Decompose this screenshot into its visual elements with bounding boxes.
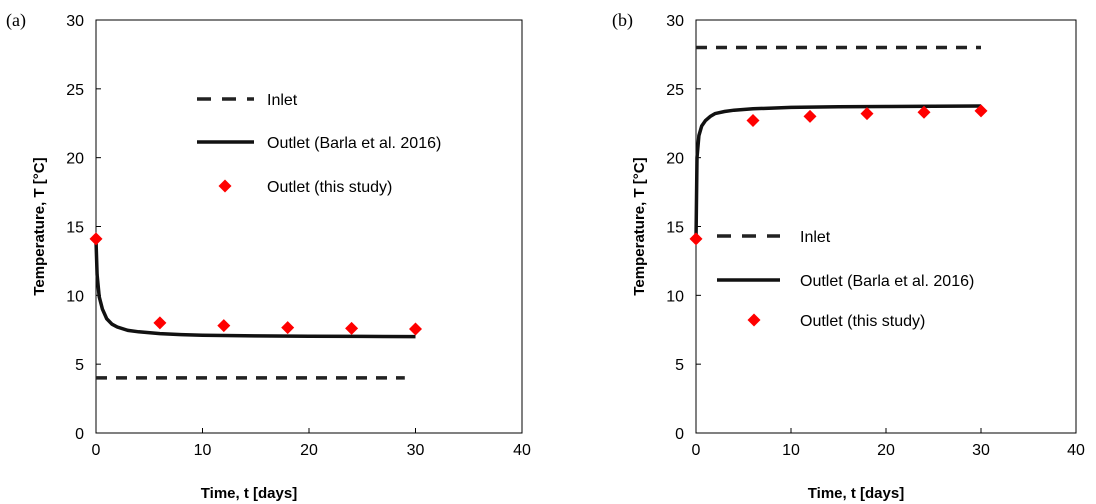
marker-point-b-5 [974, 104, 988, 118]
legend-marker-b-2 [747, 313, 761, 327]
series-b-1-line [694, 104, 982, 241]
marker-point-b-2 [803, 109, 817, 123]
marker-point-a-1 [153, 316, 167, 330]
marker-point-b-0 [689, 232, 703, 246]
plot-frame-b [695, 19, 1077, 434]
y-tick-label-a-1: 5 [75, 357, 84, 374]
marker-point-b-1 [746, 113, 760, 127]
y-tick-label-b-2: 10 [666, 288, 684, 305]
y-tick-label-a-6: 30 [66, 13, 84, 30]
y-tick-label-a-5: 25 [66, 82, 84, 99]
legend-label-a-0: Inlet [267, 92, 298, 109]
x-tick-label-b-1: 10 [782, 442, 800, 459]
y-tick-label-a-2: 10 [66, 288, 84, 305]
marker-point-a-0 [89, 232, 103, 246]
y-tick-label-a-0: 0 [75, 426, 84, 443]
legend-label-b-1: Outlet (Barla et al. 2016) [800, 273, 974, 290]
panel-label-a: (a) [6, 10, 26, 30]
marker-point-b-3 [860, 107, 874, 121]
marker-point-a-3 [281, 321, 295, 335]
y-tick-label-b-0: 0 [675, 426, 684, 443]
marker-point-b-4 [917, 105, 931, 119]
y-tick-label-b-1: 5 [675, 357, 684, 374]
marker-point-a-5 [409, 322, 422, 336]
x-tick-label-b-4: 40 [1067, 442, 1085, 459]
marker-point-a-2 [217, 319, 231, 333]
x-tick-label-b-2: 20 [877, 442, 895, 459]
x-tick-label-a-2: 20 [300, 442, 318, 459]
series-a-1-line [94, 240, 416, 339]
x-axis-title-b: Time, t [days] [808, 485, 904, 502]
legend-label-b-2: Outlet (this study) [800, 313, 925, 330]
x-tick-label-b-3: 30 [972, 442, 990, 459]
legend-marker-a-2 [218, 179, 232, 193]
plot-frame-a [95, 19, 523, 434]
legend-label-a-1: Outlet (Barla et al. 2016) [267, 135, 441, 152]
x-tick-label-a-3: 30 [407, 442, 425, 459]
marker-point-a-4 [345, 321, 359, 335]
legend-label-a-2: Outlet (this study) [267, 179, 392, 196]
y-tick-label-a-3: 15 [66, 220, 84, 237]
panel-label-b: (b) [612, 10, 633, 30]
legend-label-b-0: Inlet [800, 229, 831, 246]
y-axis-title-b: Temperature, T [°C] [631, 157, 648, 295]
y-tick-label-b-5: 25 [666, 82, 684, 99]
x-axis-title-a: Time, t [days] [201, 485, 297, 502]
x-tick-label-b-0: 0 [692, 442, 701, 459]
y-tick-label-a-4: 20 [66, 151, 84, 168]
x-tick-label-a-4: 40 [513, 442, 531, 459]
y-axis-title-a: Temperature, T [°C] [31, 157, 48, 295]
x-tick-label-a-0: 0 [92, 442, 101, 459]
x-tick-label-a-1: 10 [194, 442, 212, 459]
y-tick-label-b-3: 15 [666, 220, 684, 237]
y-tick-label-b-6: 30 [666, 13, 684, 30]
y-tick-label-b-4: 20 [666, 151, 684, 168]
